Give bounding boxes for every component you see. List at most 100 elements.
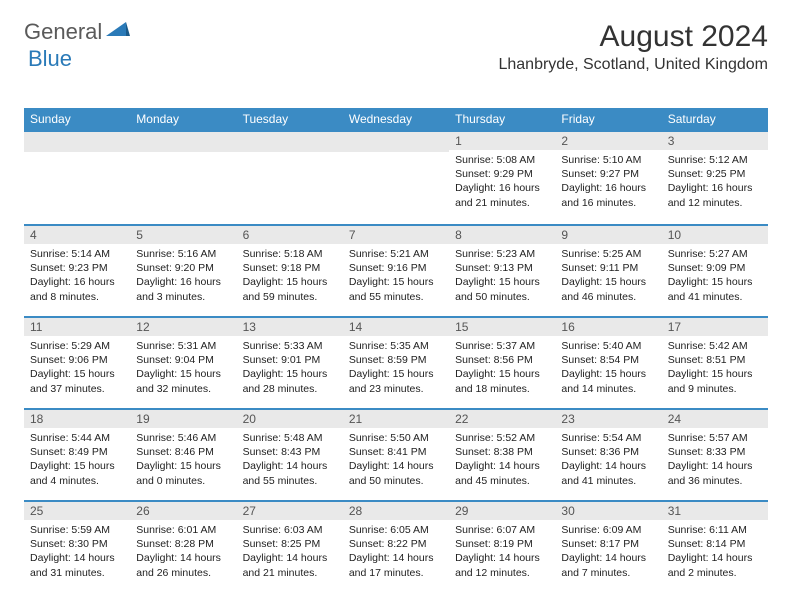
calendar-cell: 15Sunrise: 5:37 AMSunset: 8:56 PMDayligh… (449, 317, 555, 409)
day-body: Sunrise: 5:40 AMSunset: 8:54 PMDaylight:… (555, 336, 661, 408)
calendar-cell: 30Sunrise: 6:09 AMSunset: 8:17 PMDayligh… (555, 501, 661, 592)
sunset-line: Sunset: 9:25 PM (668, 167, 762, 181)
day-body: Sunrise: 5:23 AMSunset: 9:13 PMDaylight:… (449, 244, 555, 316)
day-body: Sunrise: 5:10 AMSunset: 9:27 PMDaylight:… (555, 150, 661, 222)
sunrise-line: Sunrise: 5:27 AM (668, 247, 762, 261)
daylight-line: Daylight: 14 hours and 7 minutes. (561, 551, 655, 579)
day-body: Sunrise: 5:46 AMSunset: 8:46 PMDaylight:… (130, 428, 236, 500)
calendar-cell (237, 131, 343, 225)
sunset-line: Sunset: 8:25 PM (243, 537, 337, 551)
day-number: 30 (555, 502, 661, 520)
day-number: 24 (662, 410, 768, 428)
day-body: Sunrise: 5:18 AMSunset: 9:18 PMDaylight:… (237, 244, 343, 316)
daylight-line: Daylight: 16 hours and 12 minutes. (668, 181, 762, 209)
day-number: 26 (130, 502, 236, 520)
daylight-line: Daylight: 15 hours and 9 minutes. (668, 367, 762, 395)
day-body: Sunrise: 5:08 AMSunset: 9:29 PMDaylight:… (449, 150, 555, 222)
calendar-cell: 12Sunrise: 5:31 AMSunset: 9:04 PMDayligh… (130, 317, 236, 409)
day-number: 5 (130, 226, 236, 244)
sunset-line: Sunset: 9:04 PM (136, 353, 230, 367)
day-number: 9 (555, 226, 661, 244)
sunrise-line: Sunrise: 5:52 AM (455, 431, 549, 445)
day-number: 13 (237, 318, 343, 336)
day-number: 3 (662, 132, 768, 150)
sunset-line: Sunset: 8:59 PM (349, 353, 443, 367)
day-number: 6 (237, 226, 343, 244)
sunset-line: Sunset: 8:33 PM (668, 445, 762, 459)
sunrise-line: Sunrise: 5:08 AM (455, 153, 549, 167)
day-number: 17 (662, 318, 768, 336)
calendar-cell: 11Sunrise: 5:29 AMSunset: 9:06 PMDayligh… (24, 317, 130, 409)
calendar-cell: 4Sunrise: 5:14 AMSunset: 9:23 PMDaylight… (24, 225, 130, 317)
day-body: Sunrise: 5:48 AMSunset: 8:43 PMDaylight:… (237, 428, 343, 500)
day-header-row: SundayMondayTuesdayWednesdayThursdayFrid… (24, 108, 768, 131)
calendar-cell: 17Sunrise: 5:42 AMSunset: 8:51 PMDayligh… (662, 317, 768, 409)
calendar-cell: 14Sunrise: 5:35 AMSunset: 8:59 PMDayligh… (343, 317, 449, 409)
calendar-cell: 18Sunrise: 5:44 AMSunset: 8:49 PMDayligh… (24, 409, 130, 501)
calendar-cell: 9Sunrise: 5:25 AMSunset: 9:11 PMDaylight… (555, 225, 661, 317)
logo-text-blue: Blue (28, 46, 72, 71)
day-body: Sunrise: 6:05 AMSunset: 8:22 PMDaylight:… (343, 520, 449, 592)
daylight-line: Daylight: 15 hours and 41 minutes. (668, 275, 762, 303)
day-number: 21 (343, 410, 449, 428)
day-body: Sunrise: 5:50 AMSunset: 8:41 PMDaylight:… (343, 428, 449, 500)
daylight-line: Daylight: 15 hours and 18 minutes. (455, 367, 549, 395)
calendar-cell: 10Sunrise: 5:27 AMSunset: 9:09 PMDayligh… (662, 225, 768, 317)
day-number: 29 (449, 502, 555, 520)
sunset-line: Sunset: 9:06 PM (30, 353, 124, 367)
day-body: Sunrise: 6:03 AMSunset: 8:25 PMDaylight:… (237, 520, 343, 592)
sunrise-line: Sunrise: 5:46 AM (136, 431, 230, 445)
sunrise-line: Sunrise: 5:12 AM (668, 153, 762, 167)
day-number: 16 (555, 318, 661, 336)
day-number: 7 (343, 226, 449, 244)
calendar-cell: 1Sunrise: 5:08 AMSunset: 9:29 PMDaylight… (449, 131, 555, 225)
calendar-cell: 22Sunrise: 5:52 AMSunset: 8:38 PMDayligh… (449, 409, 555, 501)
day-body: Sunrise: 5:57 AMSunset: 8:33 PMDaylight:… (662, 428, 768, 500)
daylight-line: Daylight: 14 hours and 41 minutes. (561, 459, 655, 487)
daylight-line: Daylight: 16 hours and 8 minutes. (30, 275, 124, 303)
daylight-line: Daylight: 15 hours and 28 minutes. (243, 367, 337, 395)
day-number: 22 (449, 410, 555, 428)
daylight-line: Daylight: 14 hours and 45 minutes. (455, 459, 549, 487)
sunset-line: Sunset: 9:16 PM (349, 261, 443, 275)
logo-blue-row: Blue (28, 48, 72, 71)
sunset-line: Sunset: 9:18 PM (243, 261, 337, 275)
sunrise-line: Sunrise: 5:54 AM (561, 431, 655, 445)
sunset-line: Sunset: 8:28 PM (136, 537, 230, 551)
calendar-week: 4Sunrise: 5:14 AMSunset: 9:23 PMDaylight… (24, 225, 768, 317)
sunset-line: Sunset: 8:30 PM (30, 537, 124, 551)
day-body: Sunrise: 6:01 AMSunset: 8:28 PMDaylight:… (130, 520, 236, 592)
sunrise-line: Sunrise: 6:11 AM (668, 523, 762, 537)
calendar-table: SundayMondayTuesdayWednesdayThursdayFrid… (24, 108, 768, 592)
sunset-line: Sunset: 9:11 PM (561, 261, 655, 275)
sunrise-line: Sunrise: 5:37 AM (455, 339, 549, 353)
calendar-cell: 8Sunrise: 5:23 AMSunset: 9:13 PMDaylight… (449, 225, 555, 317)
day-header: Wednesday (343, 108, 449, 131)
sunrise-line: Sunrise: 5:31 AM (136, 339, 230, 353)
calendar-cell: 28Sunrise: 6:05 AMSunset: 8:22 PMDayligh… (343, 501, 449, 592)
sunrise-line: Sunrise: 5:21 AM (349, 247, 443, 261)
sunrise-line: Sunrise: 5:33 AM (243, 339, 337, 353)
sunrise-line: Sunrise: 5:57 AM (668, 431, 762, 445)
calendar-cell: 5Sunrise: 5:16 AMSunset: 9:20 PMDaylight… (130, 225, 236, 317)
daylight-line: Daylight: 15 hours and 0 minutes. (136, 459, 230, 487)
day-number: 15 (449, 318, 555, 336)
calendar-cell: 24Sunrise: 5:57 AMSunset: 8:33 PMDayligh… (662, 409, 768, 501)
calendar-cell (24, 131, 130, 225)
calendar-cell: 21Sunrise: 5:50 AMSunset: 8:41 PMDayligh… (343, 409, 449, 501)
day-body: Sunrise: 5:31 AMSunset: 9:04 PMDaylight:… (130, 336, 236, 408)
sunset-line: Sunset: 8:19 PM (455, 537, 549, 551)
sunrise-line: Sunrise: 5:10 AM (561, 153, 655, 167)
day-header: Sunday (24, 108, 130, 131)
sunrise-line: Sunrise: 5:59 AM (30, 523, 124, 537)
sunset-line: Sunset: 8:51 PM (668, 353, 762, 367)
day-header: Tuesday (237, 108, 343, 131)
day-number: 25 (24, 502, 130, 520)
day-body: Sunrise: 6:09 AMSunset: 8:17 PMDaylight:… (555, 520, 661, 592)
sunset-line: Sunset: 8:41 PM (349, 445, 443, 459)
day-number: 20 (237, 410, 343, 428)
sunset-line: Sunset: 9:20 PM (136, 261, 230, 275)
sunrise-line: Sunrise: 5:50 AM (349, 431, 443, 445)
daylight-line: Daylight: 14 hours and 31 minutes. (30, 551, 124, 579)
daylight-line: Daylight: 14 hours and 12 minutes. (455, 551, 549, 579)
